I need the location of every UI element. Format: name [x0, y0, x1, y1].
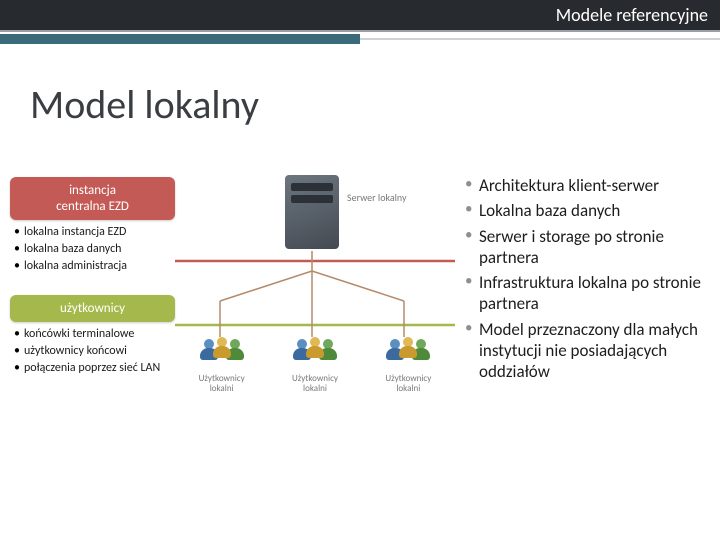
header: Modele referencyjne — [0, 0, 720, 52]
users-icon — [290, 337, 340, 371]
user-group: Użytkownicy lokalni — [373, 337, 443, 394]
header-accent-bar — [0, 34, 360, 44]
breadcrumb: Modele referencyjne — [556, 4, 708, 26]
users-details: końcówki terminalowe użytkownicy końcowi… — [14, 326, 175, 376]
header-underline — [360, 38, 720, 40]
users-icon — [197, 337, 247, 371]
bullet-item: Lokalna baza danych — [463, 200, 706, 221]
feature-bullets: Architektura klient-serwer Lokalna baza … — [463, 175, 706, 382]
user-group-label: Użytkownicy lokalni — [373, 374, 443, 394]
user-group: Użytkownicy lokalni — [187, 337, 257, 394]
connection-lines — [175, 251, 455, 351]
content-area: instancja centralna EZD lokalna instancj… — [10, 165, 710, 530]
list-item: lokalna baza danych — [14, 241, 175, 258]
left-column: instancja centralna EZD lokalna instancj… — [10, 165, 175, 530]
right-column: Architektura klient-serwer Lokalna baza … — [455, 165, 710, 530]
instance-details: lokalna instancja EZD lokalna baza danyc… — [14, 224, 175, 274]
users-box: użytkownicy — [10, 295, 175, 323]
user-group: Użytkownicy lokalni — [280, 337, 350, 394]
list-item: lokalna instancja EZD — [14, 224, 175, 241]
user-group-label: Użytkownicy lokalni — [187, 374, 257, 394]
server-label: Serwer lokalny — [347, 191, 407, 204]
user-group-label: Użytkownicy lokalni — [280, 374, 350, 394]
instance-box: instancja centralna EZD — [10, 177, 175, 220]
list-item: lokalna administracja — [14, 258, 175, 275]
page-title: Model lokalny — [30, 80, 259, 129]
diagram: Serwer lokalny Użytkownicy lokalni — [175, 165, 455, 530]
list-item: użytkownicy końcowi — [14, 343, 175, 360]
list-item: połączenia poprzez sieć LAN — [14, 360, 175, 377]
users-icon — [383, 337, 433, 371]
bullet-item: Serwer i storage po stronie partnera — [463, 226, 706, 269]
bullet-item: Infrastruktura lokalna po stronie partne… — [463, 272, 706, 315]
bullet-item: Architektura klient-serwer — [463, 175, 706, 196]
user-groups-row: Użytkownicy lokalni Użytkownicy lokalni … — [175, 337, 455, 394]
bullet-item: Model przeznaczony dla małych instytucji… — [463, 319, 706, 383]
server-icon — [285, 175, 339, 249]
list-item: końcówki terminalowe — [14, 326, 175, 343]
